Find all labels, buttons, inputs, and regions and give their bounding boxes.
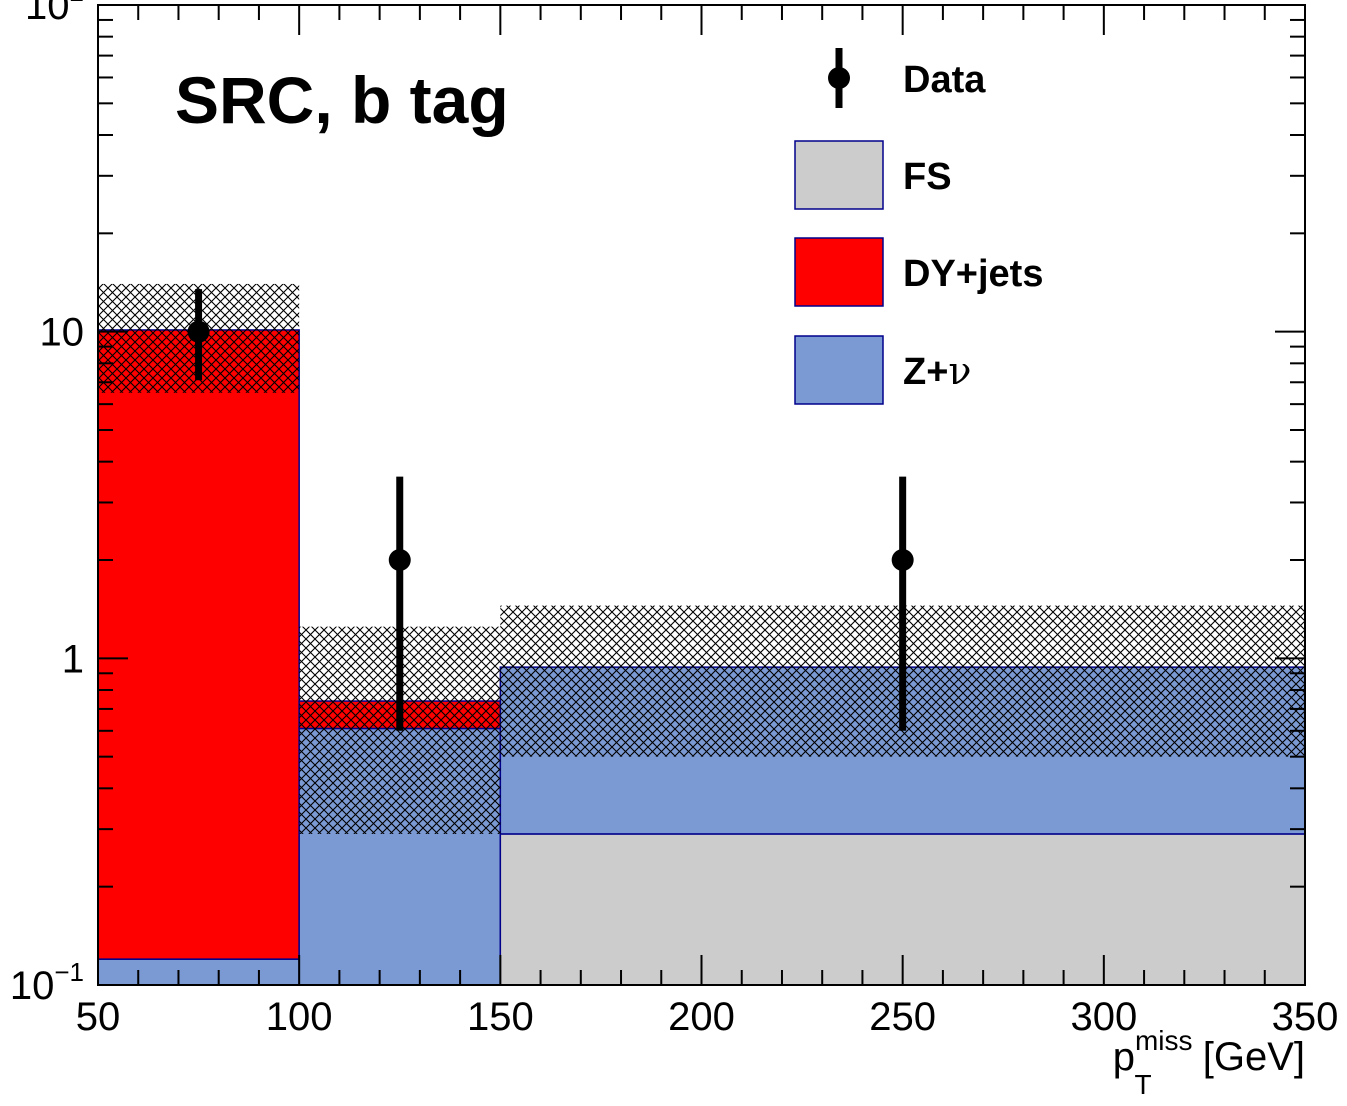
bar-z-bin-1 [97, 958, 300, 986]
y-tick-label: 102 [25, 0, 84, 28]
data-point-3 [891, 548, 914, 571]
legend-label-data: Data [903, 59, 986, 101]
x-tick-label: 150 [467, 995, 534, 1039]
x-tick-label: 50 [76, 995, 121, 1039]
x-tick-label: 250 [869, 995, 936, 1039]
chart-title: SRC, b tag [175, 63, 509, 137]
x-tick-label: 200 [668, 995, 735, 1039]
data-point-2 [388, 548, 411, 571]
legend-swatch-fs [794, 140, 884, 210]
y-tick-label: 1 [62, 637, 84, 681]
data-points [187, 289, 914, 731]
x-tick-label: 300 [1070, 995, 1137, 1039]
x-tick-label: 100 [266, 995, 333, 1039]
x-axis-label: pmiss T [GeV] [1113, 1025, 1305, 1100]
bar-dy-jets-bin-1 [97, 329, 300, 960]
legend-label-dy-jets: DY+jets [903, 253, 1043, 295]
legend: Data FS DY+jets Z+ν [794, 48, 1043, 405]
axes: 50 100 150 200 250 300 350 10−1 1 10 102 [10, 0, 1339, 1039]
x-tick-label: 350 [1272, 995, 1339, 1039]
legend-label-z-nu: Z+ν [903, 349, 972, 393]
y-tick-label: 10−1 [10, 957, 84, 1008]
legend-label-fs: FS [903, 156, 952, 198]
legend-marker-data [828, 67, 850, 89]
legend-swatch-dy-jets [794, 237, 884, 307]
data-point-1 [187, 320, 210, 343]
legend-swatch-z-nu [794, 335, 884, 405]
y-tick-label: 10 [40, 311, 85, 355]
